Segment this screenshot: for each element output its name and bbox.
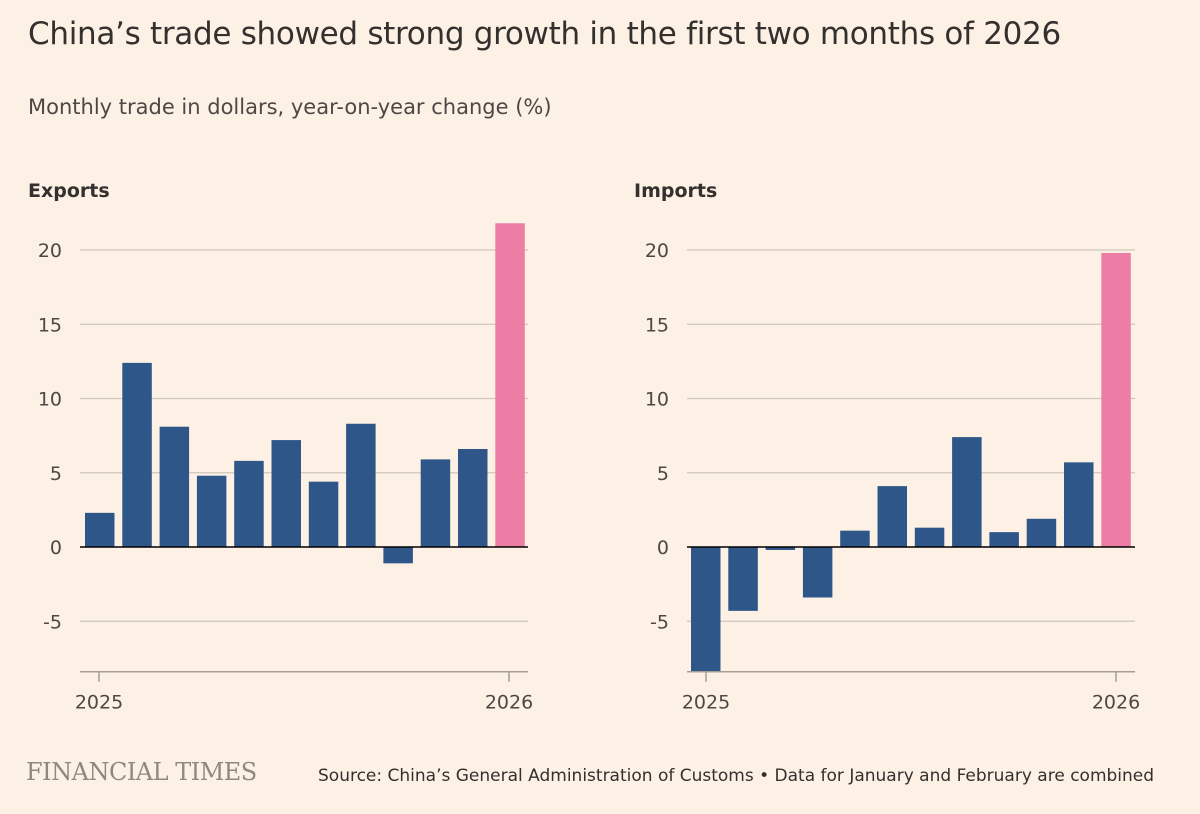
exports-ytick-label: 0 [50, 537, 62, 559]
exports-ytick-label: -5 [43, 611, 62, 633]
exports-ytick-label: 15 [38, 314, 62, 336]
imports-bar [1064, 462, 1094, 547]
imports-ytick-label: 0 [657, 537, 669, 559]
exports-panel-title: Exports [28, 180, 110, 202]
imports-bar [877, 486, 907, 547]
exports-ytick-label: 5 [50, 463, 62, 485]
imports-bar [989, 532, 1019, 547]
imports-ytick-label: 5 [657, 463, 669, 485]
exports-bar [495, 223, 525, 547]
imports-bar [691, 547, 721, 672]
chart-title: China’s trade showed strong growth in th… [28, 16, 1061, 52]
exports-bar [308, 481, 339, 547]
imports-panel-title: Imports [634, 180, 718, 202]
imports-ytick-label: 15 [645, 314, 669, 336]
imports-bar [840, 530, 870, 547]
exports-bar [346, 423, 376, 547]
imports-bar [914, 527, 945, 547]
exports-bar [122, 362, 152, 547]
imports-bar [802, 547, 833, 598]
exports-bar [271, 440, 301, 547]
imports-xtick-label: 2025 [682, 692, 730, 714]
imports-bar [728, 547, 758, 611]
exports-bar [85, 512, 115, 547]
imports-ytick-label: 20 [645, 240, 669, 262]
exports-bar [196, 475, 227, 547]
exports-xtick-label: 2026 [485, 692, 533, 714]
exports-bar [420, 459, 451, 547]
exports-bar [458, 448, 488, 547]
imports-bar [765, 547, 796, 550]
exports-xtick-label: 2025 [75, 692, 123, 714]
imports-bar [952, 437, 982, 547]
source-note: Source: China’s General Administration o… [318, 766, 1155, 786]
exports-ytick-label: 20 [38, 240, 62, 262]
exports-bar [383, 547, 413, 564]
imports-ytick-label: 10 [645, 389, 669, 411]
imports-bar [1101, 252, 1131, 547]
exports-bar [159, 426, 190, 547]
exports-bar [234, 460, 264, 547]
imports-xtick-label: 2026 [1092, 692, 1140, 714]
imports-ytick-label: -5 [650, 611, 669, 633]
exports-ytick-label: 10 [38, 389, 62, 411]
ft-logo: FINANCIAL TIMES [26, 758, 257, 786]
chart-subtitle: Monthly trade in dollars, year-on-year c… [28, 95, 552, 119]
imports-bar [1026, 518, 1057, 547]
